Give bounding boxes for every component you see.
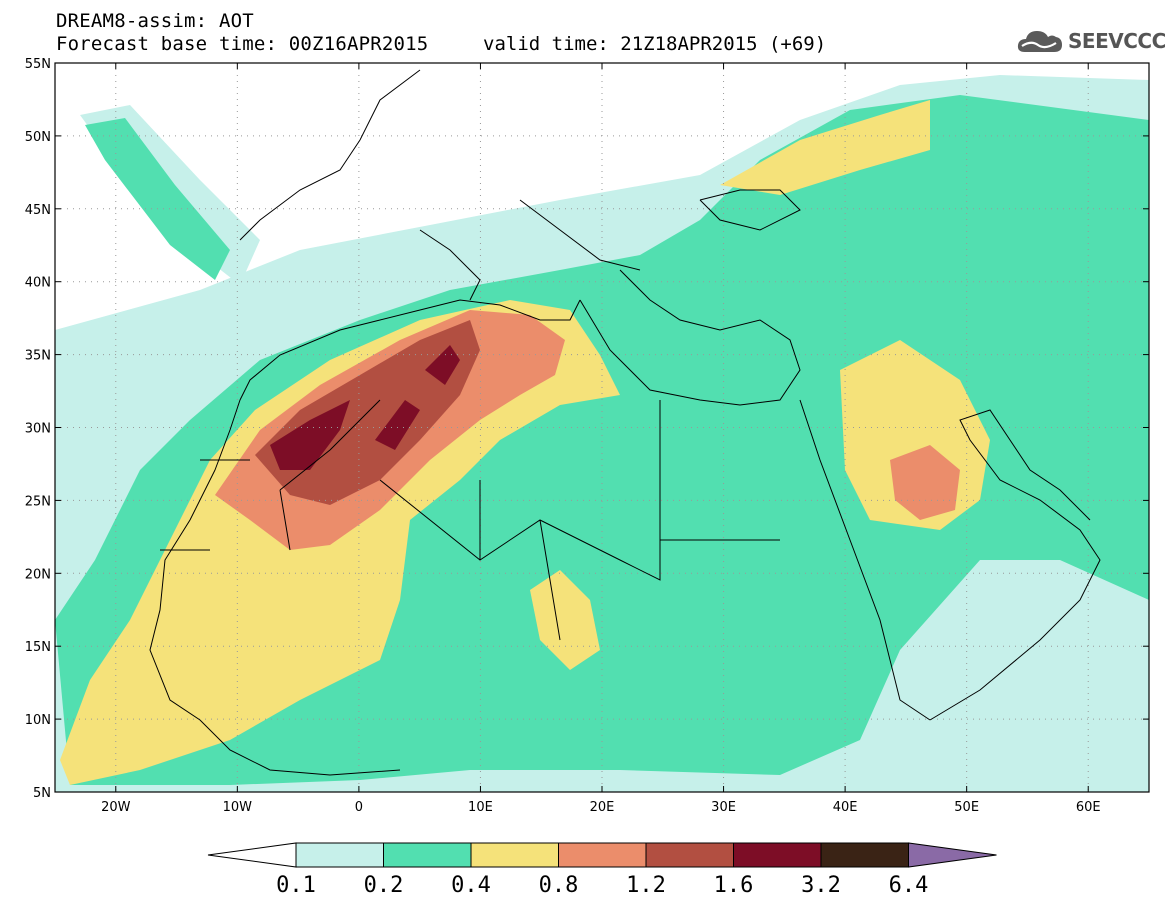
- lon-label-20W: 20W: [101, 800, 131, 815]
- colorbar-bin-7: [820, 842, 909, 868]
- logo-text: SEEVCCC: [1068, 29, 1165, 53]
- colorbar-arrow-high: [908, 842, 997, 868]
- lon-label-60E: 60E: [1076, 800, 1101, 815]
- colorbar-bin-3: [470, 842, 559, 868]
- lon-label-50E: 50E: [954, 800, 979, 815]
- colorbar-bin-2: [383, 842, 472, 868]
- lat-label-30N: 30N: [25, 422, 51, 437]
- lon-label-30E: 30E: [711, 800, 736, 815]
- colorbar-label-0.1: 0.1: [276, 873, 316, 898]
- colorbar: [207, 842, 997, 868]
- longitude-labels: 20W 10W 0 10E 20E 30E 40E 50E 60E: [101, 800, 1101, 815]
- lon-label-20E: 20E: [590, 800, 615, 815]
- aot-field: [55, 63, 1149, 792]
- colorbar-arrow-low: [207, 842, 297, 868]
- lat-label-45N: 45N: [25, 203, 51, 218]
- colorbar-bin-6: [733, 842, 822, 868]
- colorbar-label-1.6: 1.6: [714, 873, 754, 898]
- lat-label-40N: 40N: [25, 276, 51, 291]
- aot-level-0.2-west: [85, 118, 230, 280]
- colorbar-bin-4: [558, 842, 647, 868]
- cloud-icon: [1017, 31, 1062, 52]
- lat-label-15N: 15N: [25, 640, 51, 655]
- colorbar-label-0.4: 0.4: [451, 873, 491, 898]
- aot-level-1.6-c: [375, 400, 420, 450]
- lat-label-55N: 55N: [25, 57, 51, 72]
- coast-europe: [239, 69, 801, 301]
- forecast-base-time: Forecast base time: 00Z16APR2015: [56, 33, 429, 55]
- valid-time: valid time: 21Z18APR2015 (+69): [483, 33, 827, 55]
- lat-label-25N: 25N: [25, 494, 51, 509]
- lat-label-20N: 20N: [25, 567, 51, 582]
- colorbar-label-0.8: 0.8: [539, 873, 579, 898]
- aot-level-0.8-east: [890, 445, 960, 520]
- lat-label-5N: 5N: [33, 786, 51, 801]
- seevccc-logo: SEEVCCC: [1016, 26, 1165, 56]
- coast-arabia: [929, 409, 1101, 721]
- lat-label-35N: 35N: [25, 349, 51, 364]
- colorbar-label-0.2: 0.2: [364, 873, 404, 898]
- lat-label-50N: 50N: [25, 130, 51, 145]
- border-lines: [160, 399, 780, 641]
- aot-level-0.4: [60, 300, 620, 785]
- latitude-labels: 55N 50N 45N 40N 35N 30N 25N 20N 15N 10N 5N: [25, 57, 51, 801]
- colorbar-label-3.2: 3.2: [801, 873, 841, 898]
- coast-mediterranean: [579, 269, 801, 406]
- colorbar-label-1.2: 1.2: [626, 873, 666, 898]
- axis-ticks: [55, 62, 1149, 793]
- lon-label-0: 0: [355, 800, 363, 815]
- lat-label-10N: 10N: [25, 713, 51, 728]
- coast-red-sea: [799, 399, 931, 721]
- colorbar-bin-5: [645, 842, 734, 868]
- aot-level-0.4-ne: [720, 100, 930, 195]
- colorbar-labels: 0.1 0.2 0.4 0.8 1.2 1.6 3.2 6.4: [276, 873, 928, 898]
- lon-label-10W: 10W: [223, 800, 253, 815]
- aot-level-1.6: [270, 400, 350, 470]
- map-title: DREAM8-assim: AOT: [56, 10, 254, 32]
- colorbar-label-6.4: 6.4: [889, 873, 929, 898]
- lon-label-40E: 40E: [833, 800, 858, 815]
- lon-label-10E: 10E: [468, 800, 493, 815]
- aot-level-0.4-chad: [530, 570, 600, 670]
- coast-west-africa: [149, 299, 581, 776]
- coastlines: [149, 69, 1101, 776]
- colorbar-bin-1: [295, 842, 384, 868]
